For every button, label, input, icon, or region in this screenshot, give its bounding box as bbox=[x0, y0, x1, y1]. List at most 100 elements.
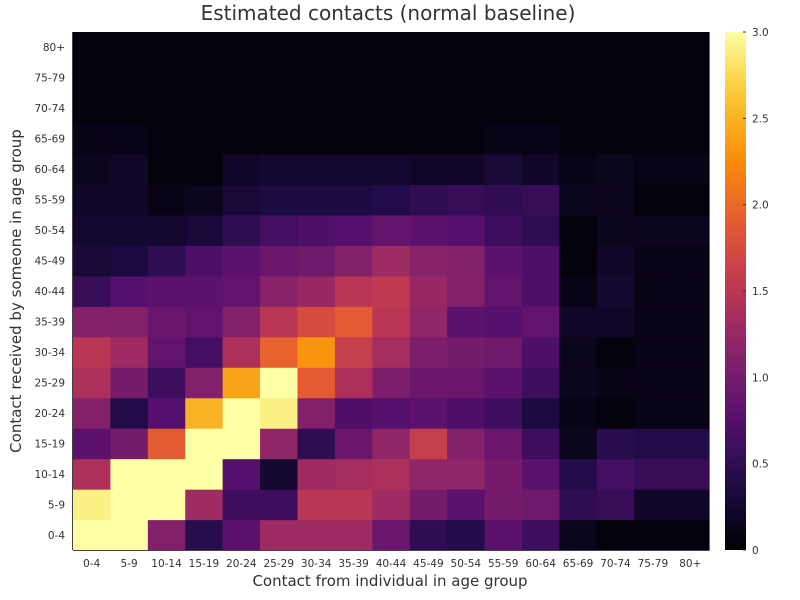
heatmap-cell bbox=[596, 184, 635, 216]
heatmap-cell bbox=[484, 245, 523, 277]
heatmap-cell bbox=[260, 367, 299, 399]
y-tick-label: 50-54 bbox=[34, 225, 65, 237]
heatmap-cell bbox=[447, 153, 486, 185]
heatmap-cell bbox=[447, 306, 486, 338]
heatmap-cell bbox=[559, 214, 598, 246]
y-tick-label: 15-19 bbox=[34, 438, 65, 450]
heatmap-cell bbox=[260, 489, 299, 521]
heatmap-cell bbox=[372, 123, 411, 155]
heatmap-cell bbox=[634, 336, 673, 368]
heatmap-cell bbox=[297, 92, 336, 125]
heatmap-cell bbox=[521, 275, 560, 307]
heatmap-cell bbox=[334, 62, 373, 94]
heatmap-cell bbox=[73, 367, 112, 399]
heatmap-cell bbox=[222, 245, 261, 277]
heatmap-cell bbox=[596, 62, 635, 94]
heatmap-cell bbox=[147, 184, 186, 216]
heatmap-cell bbox=[521, 519, 560, 551]
colorbar-tick-label: 3.0 bbox=[752, 27, 769, 39]
heatmap-cell bbox=[447, 245, 486, 277]
heatmap-cell bbox=[521, 153, 560, 185]
heatmap-cell bbox=[447, 32, 486, 64]
heatmap-cell bbox=[447, 458, 486, 490]
heatmap-cell bbox=[297, 32, 336, 64]
heatmap-cell bbox=[447, 397, 486, 429]
heatmap-cell bbox=[409, 62, 448, 94]
colorbar-tick-label: 0 bbox=[752, 545, 759, 557]
colorbar-tick-label: 2.0 bbox=[752, 200, 769, 212]
heatmap-cell bbox=[409, 306, 448, 338]
heatmap-cell bbox=[110, 306, 149, 338]
heatmap-cell bbox=[372, 214, 411, 246]
x-tick-label: 30-34 bbox=[301, 558, 332, 570]
x-tick-label: 65-69 bbox=[563, 558, 594, 570]
heatmap-cell bbox=[559, 367, 598, 399]
heatmap-cell bbox=[596, 32, 635, 64]
heatmap-cell bbox=[297, 489, 336, 521]
heatmap-cell bbox=[559, 428, 598, 460]
heatmap-cell bbox=[260, 32, 299, 64]
heatmap-cell bbox=[559, 32, 598, 64]
heatmap-cell bbox=[671, 367, 710, 399]
heatmap-cell bbox=[372, 458, 411, 490]
heatmap-cell bbox=[147, 306, 186, 338]
heatmap-cell bbox=[222, 123, 261, 155]
heatmap-cell bbox=[147, 428, 186, 460]
heatmap-cell bbox=[372, 153, 411, 185]
heatmap-cell bbox=[447, 519, 486, 551]
heatmap-cell bbox=[559, 275, 598, 307]
heatmap-cell bbox=[596, 245, 635, 277]
heatmap-cell bbox=[671, 32, 710, 64]
heatmap-cell bbox=[334, 336, 373, 368]
colorbar-tick-label: 0.5 bbox=[752, 459, 769, 471]
heatmap-cell bbox=[596, 153, 635, 185]
heatmap-cell bbox=[559, 123, 598, 155]
heatmap-cell bbox=[671, 336, 710, 368]
heatmap-cell bbox=[521, 123, 560, 155]
heatmap-cell bbox=[559, 306, 598, 338]
heatmap-cell bbox=[260, 245, 299, 277]
heatmap-cell bbox=[297, 153, 336, 185]
heatmap-cell bbox=[73, 489, 112, 521]
x-tick-label: 45-49 bbox=[413, 558, 444, 570]
heatmap-cell bbox=[671, 275, 710, 307]
heatmap-cell bbox=[484, 62, 523, 94]
heatmap-cell bbox=[671, 397, 710, 429]
heatmap-cell bbox=[372, 32, 411, 64]
heatmap-cell bbox=[447, 123, 486, 155]
heatmap-cell bbox=[372, 62, 411, 94]
heatmap-cell bbox=[671, 184, 710, 216]
heatmap-cell bbox=[73, 184, 112, 216]
heatmap-cell bbox=[147, 336, 186, 368]
heatmap-cell bbox=[185, 367, 224, 399]
heatmap-cell bbox=[521, 428, 560, 460]
heatmap-cell bbox=[110, 275, 149, 307]
heatmap-cell bbox=[671, 489, 710, 521]
heatmap-cell bbox=[297, 336, 336, 368]
y-tick-label: 45-49 bbox=[34, 256, 65, 268]
heatmap-cell bbox=[147, 275, 186, 307]
heatmap-cell bbox=[147, 397, 186, 429]
heatmap-cell bbox=[372, 397, 411, 429]
heatmap-cell bbox=[559, 397, 598, 429]
heatmap-cell bbox=[596, 519, 635, 551]
heatmap-cell bbox=[260, 214, 299, 246]
heatmap-cell bbox=[222, 519, 261, 551]
colorbar bbox=[725, 32, 746, 550]
heatmap-cell bbox=[521, 32, 560, 64]
heatmap-cell bbox=[110, 458, 149, 490]
heatmap-cell bbox=[634, 153, 673, 185]
heatmap-cell bbox=[73, 92, 112, 125]
heatmap-cell bbox=[596, 336, 635, 368]
heatmap-cell bbox=[671, 214, 710, 246]
heatmap-cell bbox=[260, 428, 299, 460]
heatmap-cell bbox=[372, 275, 411, 307]
heatmap-cell bbox=[147, 62, 186, 94]
x-tick-label: 50-54 bbox=[451, 558, 482, 570]
heatmap-cell bbox=[634, 306, 673, 338]
x-tick-label: 10-14 bbox=[151, 558, 182, 570]
heatmap-cell bbox=[147, 519, 186, 551]
heatmap-cell bbox=[222, 62, 261, 94]
heatmap-cell bbox=[634, 123, 673, 155]
heatmap-cell bbox=[73, 123, 112, 155]
